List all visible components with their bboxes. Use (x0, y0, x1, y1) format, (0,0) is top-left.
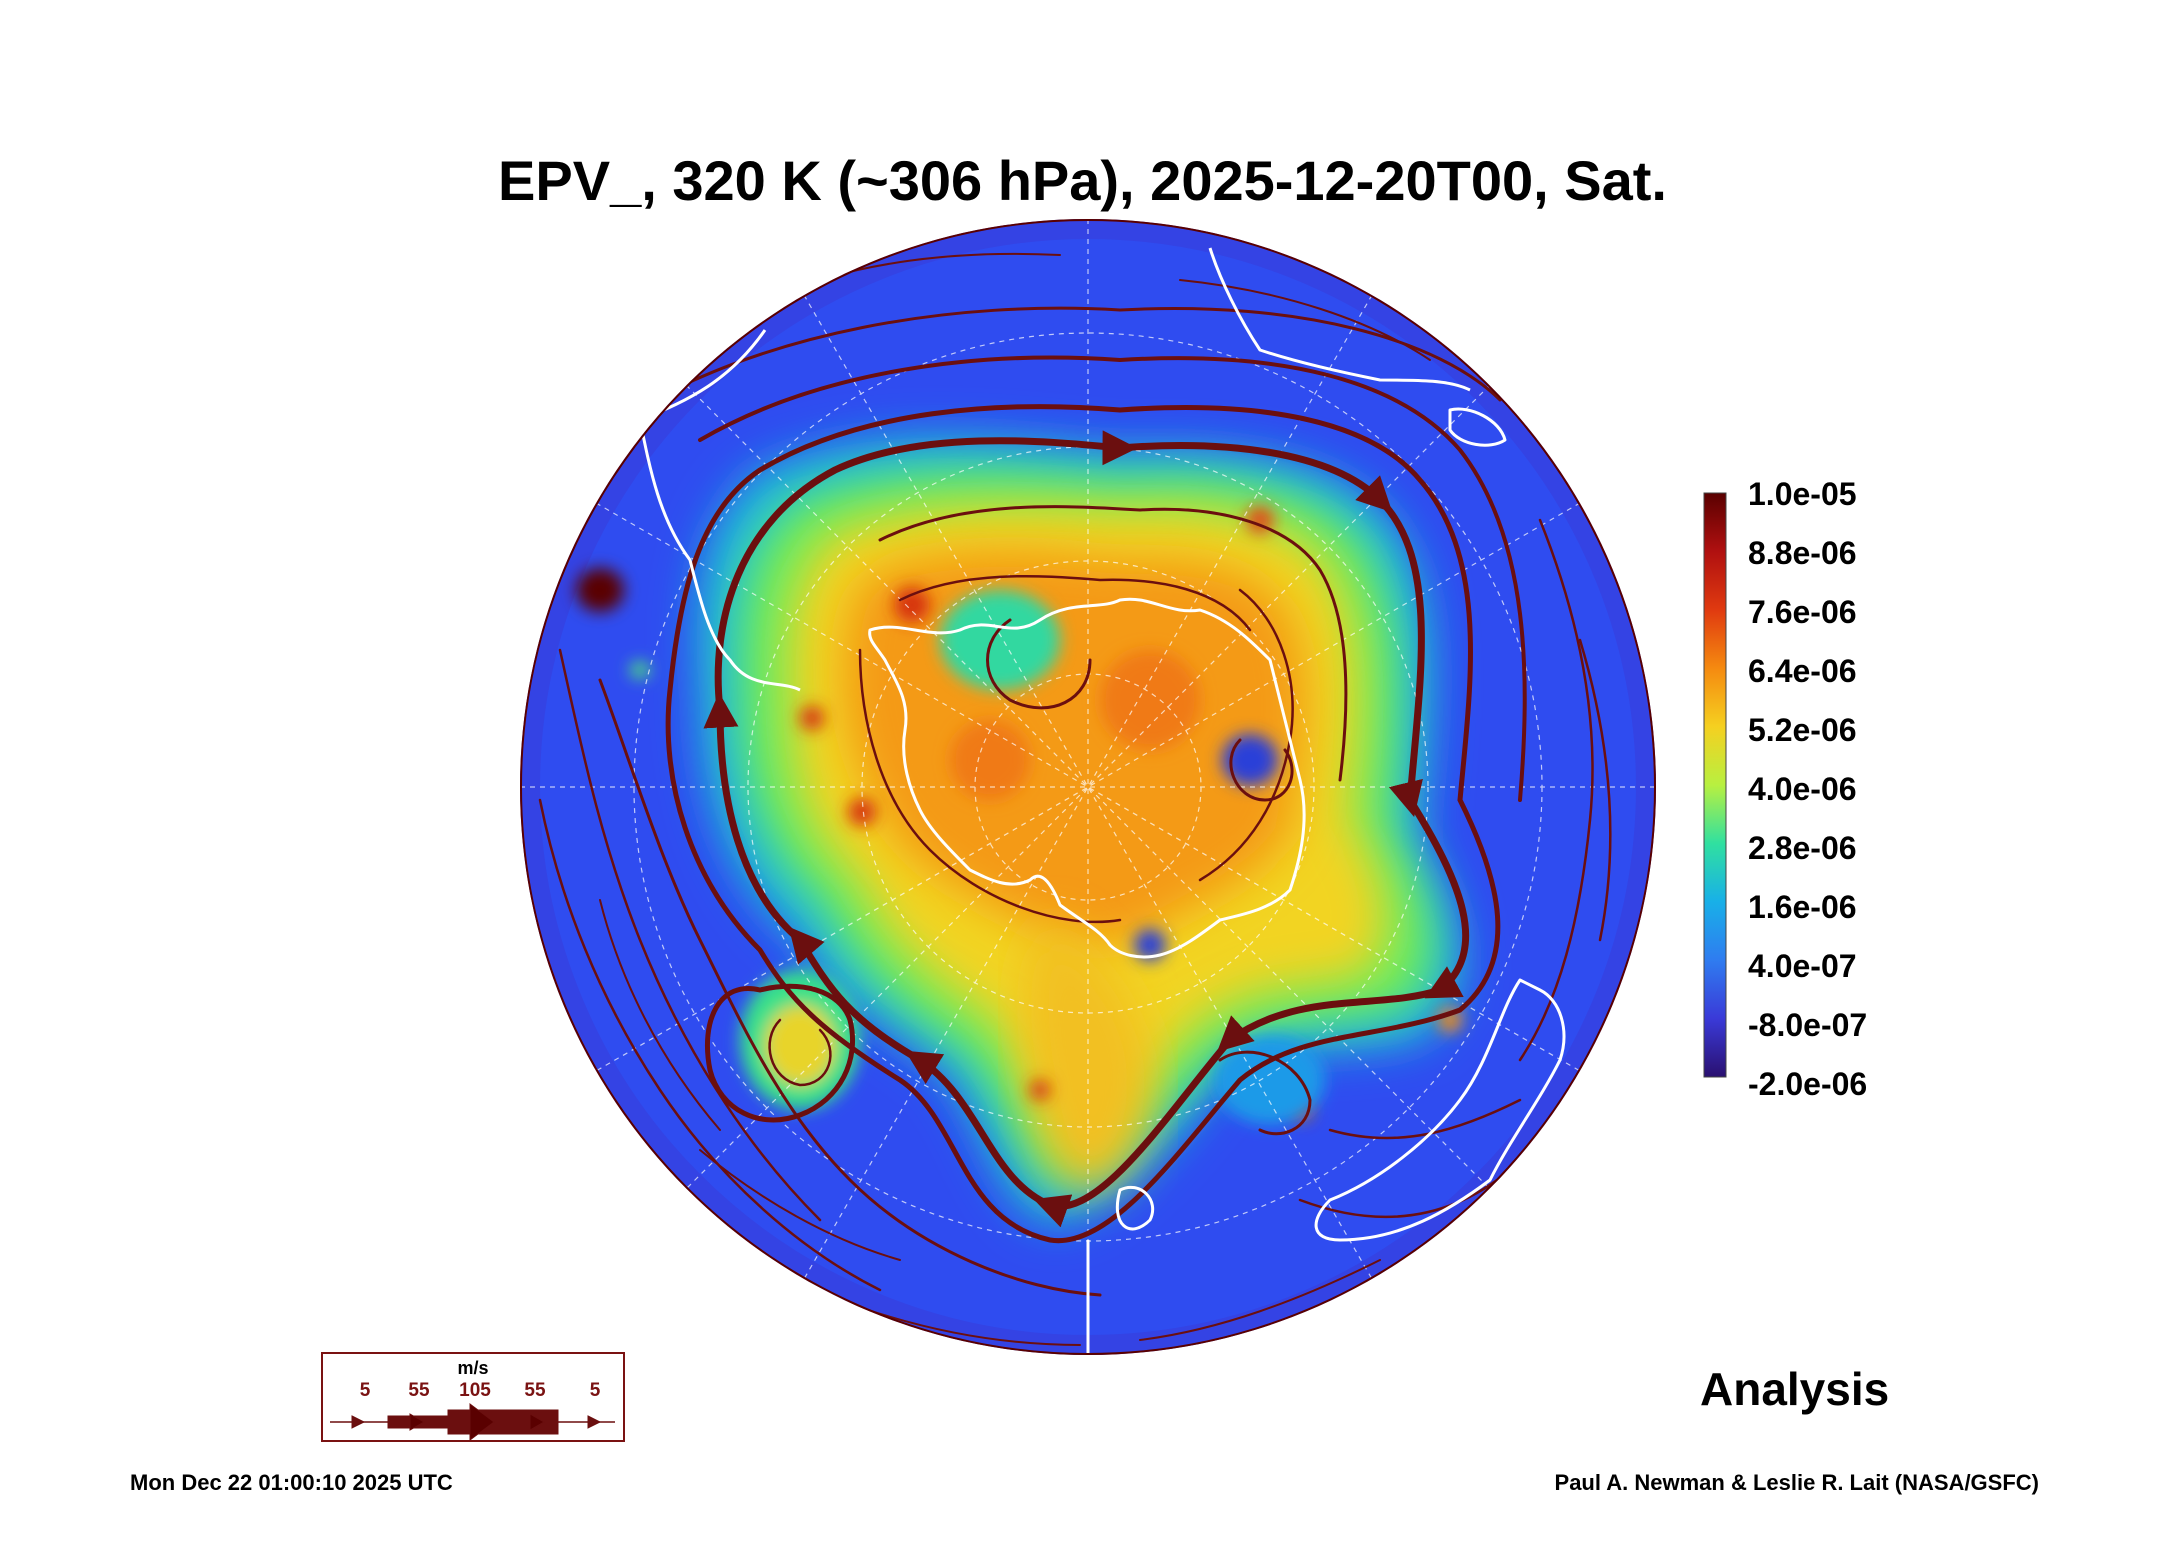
colorbar-label: -2.0e-06 (1748, 1066, 1868, 1102)
analysis-label: Analysis (1700, 1363, 1890, 1415)
colorbar-label: 6.4e-06 (1748, 653, 1857, 689)
wind-legend-tick: 5 (359, 1380, 371, 1401)
credit: Paul A. Newman & Leslie R. Lait (NASA/GS… (1554, 1470, 2039, 1495)
wind-legend-tick: 55 (408, 1380, 430, 1401)
epv-field (520, 219, 1656, 1355)
colorbar-label: 5.2e-06 (1748, 712, 1857, 748)
wind-legend-arrow (330, 1403, 615, 1441)
timestamp: Mon Dec 22 01:00:10 2025 UTC (130, 1470, 453, 1495)
colorbar-label: 7.6e-06 (1748, 594, 1857, 630)
wind-legend-tick: 5 (589, 1380, 601, 1401)
colorbar-label: 4.0e-06 (1748, 771, 1857, 807)
colorbar-label: -8.0e-07 (1748, 1007, 1868, 1043)
colorbar-label: 1.6e-06 (1748, 889, 1857, 925)
colorbar-label: 2.8e-06 (1748, 830, 1857, 866)
colorbar (1703, 492, 1727, 1078)
wind-legend-tick: 105 (459, 1380, 491, 1401)
wind-legend: m/s 5 55 105 55 5 (321, 1352, 625, 1442)
colorbar-label: 4.0e-07 (1748, 948, 1857, 984)
colorbar-label: 8.8e-06 (1748, 535, 1857, 571)
colorbar-label: 1.0e-05 (1748, 476, 1857, 512)
wind-legend-units: m/s (457, 1358, 489, 1378)
wind-legend-tick: 55 (524, 1380, 546, 1401)
map-title: EPV_, 320 K (~306 hPa), 2025-12-20T00, S… (498, 149, 1667, 212)
